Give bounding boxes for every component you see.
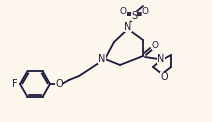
- Text: O: O: [120, 7, 127, 16]
- Text: O: O: [141, 7, 148, 16]
- Text: S: S: [131, 11, 137, 21]
- Text: O: O: [152, 41, 159, 50]
- Text: F: F: [12, 79, 17, 89]
- Text: O: O: [55, 79, 63, 89]
- Text: N: N: [98, 54, 106, 64]
- Text: N: N: [157, 54, 165, 64]
- Text: N: N: [124, 22, 132, 32]
- Text: O: O: [160, 72, 168, 82]
